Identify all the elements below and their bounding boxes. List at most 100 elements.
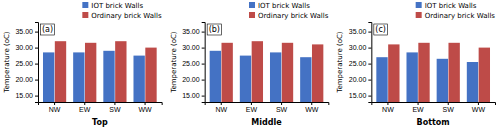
y-tick-label: 30.00 xyxy=(15,44,33,51)
y-tick: 25.00 xyxy=(349,60,372,67)
legend-item: IOT brick Walls xyxy=(249,2,310,10)
x-tick: WW xyxy=(305,102,319,113)
y-tick-label: 25.00 xyxy=(182,60,200,67)
y-tick-label: 20.00 xyxy=(182,76,200,83)
legend-label: Ordinary brick Walls xyxy=(258,12,329,20)
panel-label-box xyxy=(374,24,388,35)
bar xyxy=(210,51,221,102)
x-tick: NW xyxy=(215,102,227,113)
x-tick-mark xyxy=(387,102,388,105)
x-tick-label: SW xyxy=(276,106,288,113)
y-tick-label: 35.00 xyxy=(15,28,33,35)
legend-label: Ordinary brick Walls xyxy=(425,12,496,20)
panel-label: (a) xyxy=(41,24,55,35)
y-tick: 25.00 xyxy=(15,60,38,67)
x-label: Top xyxy=(92,118,108,127)
x-tick: SW xyxy=(276,102,288,113)
x-label: Bottom xyxy=(417,118,450,127)
x-tick: WW xyxy=(472,102,486,113)
y-tick-mark xyxy=(35,32,38,33)
y-tick-mark xyxy=(35,48,38,49)
x-axis: NW EW SW WW xyxy=(205,102,329,113)
bar xyxy=(73,52,84,102)
y-tick-mark xyxy=(368,32,371,33)
bar xyxy=(103,51,114,102)
panel-label-box xyxy=(41,24,55,35)
y-tick-label: 20.00 xyxy=(15,76,33,83)
x-axis: NW EW SW WW xyxy=(372,102,496,113)
panel-label-box xyxy=(207,24,221,35)
y-tick-label: 30.00 xyxy=(182,44,200,51)
x-tick-label: EW xyxy=(246,106,258,113)
legend-swatch xyxy=(249,2,255,8)
x-tick-label: EW xyxy=(79,106,91,113)
legend-swatch xyxy=(249,12,255,18)
x-tick: WW xyxy=(138,102,152,113)
y-tick-mark xyxy=(368,48,371,49)
bar xyxy=(55,41,66,102)
x-tick-mark xyxy=(54,102,55,105)
y-tick-mark xyxy=(202,96,205,97)
legend: IOT brick Walls Ordinary brick Walls xyxy=(416,2,496,20)
bar xyxy=(388,44,399,102)
y-tick: 20.00 xyxy=(349,76,372,83)
y-tick-mark xyxy=(368,64,371,65)
x-axis: NWEWSWWW xyxy=(39,102,163,113)
legend: IOT brick Walls Ordinary brick Walls xyxy=(249,2,329,20)
legend-swatch xyxy=(416,12,422,18)
y-axis-line xyxy=(35,23,39,103)
y-tick-label: 35.00 xyxy=(182,28,200,35)
y-tick-mark xyxy=(202,64,205,65)
bars xyxy=(376,43,490,102)
y-tick: 35.00 xyxy=(349,28,372,35)
x-tick-label: WW xyxy=(138,106,152,113)
x-axis-line xyxy=(39,103,163,106)
bar xyxy=(282,43,293,102)
x-tick-mark xyxy=(311,102,312,105)
y-tick-label: 15.00 xyxy=(15,92,33,99)
bar xyxy=(418,43,429,102)
bar xyxy=(43,52,54,102)
panel: 15.0020.0025.0030.0035.00NWEWSWWWBottomT… xyxy=(336,2,495,128)
y-tick-mark xyxy=(368,96,371,97)
x-tick: NW xyxy=(382,102,394,113)
y-axis-line xyxy=(368,23,372,103)
bar xyxy=(270,52,281,102)
legend-label: IOT brick Walls xyxy=(258,2,310,10)
y-tick-mark xyxy=(202,80,205,81)
y-tick-mark xyxy=(202,32,205,33)
panel-label: (c) xyxy=(374,24,388,35)
x-tick: SW xyxy=(443,102,455,113)
legend-item: Ordinary brick Walls xyxy=(249,12,329,20)
legend-label: IOT brick Walls xyxy=(425,2,477,10)
x-tick-mark xyxy=(84,102,85,105)
bar xyxy=(145,48,156,102)
legend-label: Ordinary brick Walls xyxy=(91,12,162,20)
y-tick-mark xyxy=(35,64,38,65)
y-tick: 20.00 xyxy=(15,76,38,83)
panel-label-text: (c) xyxy=(375,25,386,34)
bar xyxy=(240,56,251,102)
x-tick: EW xyxy=(412,102,424,113)
y-axis: 15.00 20.00 25.00 30.00 35.00 xyxy=(15,23,38,103)
x-tick-label: NW xyxy=(49,106,61,113)
y-tick: 15.00 xyxy=(349,92,372,99)
x-tick-label: EW xyxy=(412,106,424,113)
y-tick-label: 20.00 xyxy=(349,76,367,83)
figure: 15.0020.0025.0030.0035.00NWEWSWWWTopTemp… xyxy=(0,0,500,128)
y-axis: 15.0020.0025.0030.0035.00 xyxy=(349,23,372,103)
bar xyxy=(448,43,459,102)
panel: 15.0020.0025.0030.0035.00NWEWSWWWMiddleT… xyxy=(170,2,329,128)
legend-item: Ordinary brick Walls xyxy=(82,12,162,20)
x-tick-mark xyxy=(251,102,252,105)
bar xyxy=(406,52,417,102)
legend-swatch xyxy=(82,12,88,18)
y-axis-line xyxy=(202,23,206,103)
panel-label-text: (b) xyxy=(209,25,220,34)
bars xyxy=(43,41,157,102)
y-tick-label: 25.00 xyxy=(15,60,33,67)
legend-swatch xyxy=(82,2,88,8)
x-tick-mark xyxy=(145,102,146,105)
x-label: Middle xyxy=(251,118,282,127)
y-axis: 15.0020.0025.0030.0035.00 xyxy=(182,23,205,103)
